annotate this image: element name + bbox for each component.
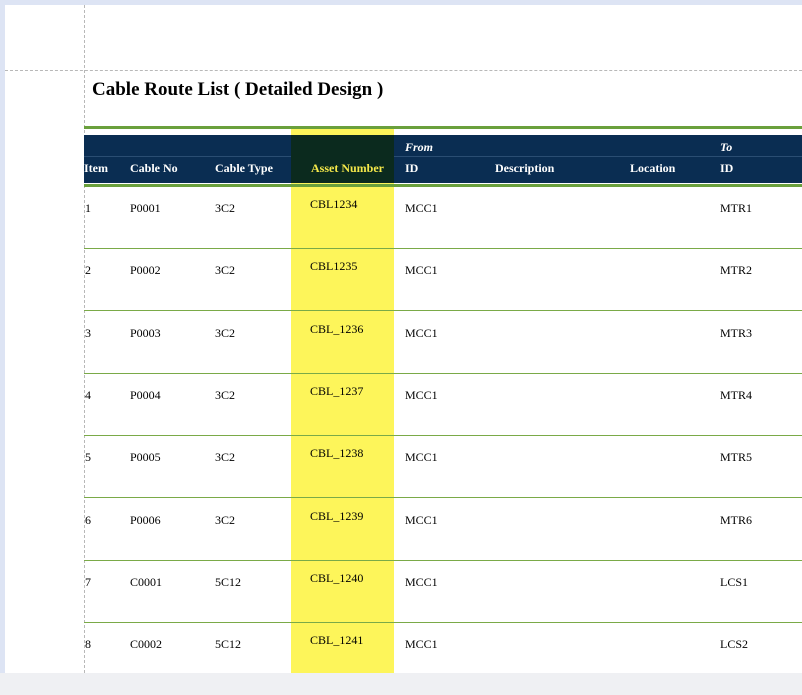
table-row[interactable]: 4 P0004 3C2 CBL_1237 MCC1 MTR4	[84, 373, 802, 436]
item-cell: 8	[85, 637, 91, 652]
asset-number-cell: CBL_1240	[310, 570, 364, 585]
table-header: From To Item Cable No Cable Type ID Desc…	[84, 135, 802, 183]
asset-number-cell: CBL_1241	[310, 633, 364, 648]
header-divider	[84, 156, 802, 157]
cable-no-cell: P0003	[130, 325, 161, 340]
group-to-label: To	[720, 140, 733, 154]
asset-number-column-highlight	[291, 128, 394, 673]
from-id-cell: MCC1	[405, 263, 438, 278]
from-id-cell: MCC1	[405, 574, 438, 589]
report-title: Cable Route List ( Detailed Design )	[92, 79, 384, 100]
cable-no-cell: C0001	[130, 574, 163, 589]
column-header-item[interactable]: Item	[84, 161, 108, 175]
from-id-cell: MCC1	[405, 450, 438, 465]
column-header-location[interactable]: Location	[630, 161, 676, 175]
to-id-cell: MTR1	[720, 201, 753, 215]
asset-number-cell: CBL_1236	[310, 321, 364, 336]
to-id-cell: LCS1	[720, 574, 749, 589]
item-cell: 2	[85, 263, 91, 278]
table-row[interactable]: 2 P0002 3C2 CBL1235 MCC1 MTR2	[84, 248, 802, 312]
viewer-background-strip	[0, 673, 802, 695]
to-id-cell: MTR4	[720, 387, 753, 402]
column-header-description[interactable]: Description	[495, 161, 555, 175]
cable-type-cell: 3C2	[215, 387, 236, 402]
cable-type-cell: 5C12	[215, 637, 242, 652]
asset-number-cell: CBL1234	[310, 197, 358, 211]
cable-type-cell: 3C2	[215, 325, 236, 340]
table-row[interactable]: 1 P0001 3C2 CBL1234 MCC1 MTR1	[84, 186, 802, 249]
cable-no-cell: P0006	[130, 512, 161, 527]
to-id-cell: MTR6	[720, 512, 753, 527]
column-header-to-id[interactable]: ID	[720, 161, 734, 175]
header-top-rule	[84, 126, 802, 129]
cable-no-cell: P0005	[130, 450, 161, 465]
cable-no-cell: P0001	[130, 201, 161, 215]
item-cell: 4	[85, 387, 91, 402]
column-header-cable-type[interactable]: Cable Type	[215, 161, 273, 175]
item-cell: 7	[85, 574, 91, 589]
column-header-from-id[interactable]: ID	[405, 161, 419, 175]
asset-number-header-cell: Asset Number	[291, 135, 394, 183]
to-id-cell: MTR2	[720, 263, 753, 278]
to-id-cell: MTR5	[720, 450, 753, 465]
group-from-label: From	[405, 140, 434, 154]
asset-number-cell: CBL_1237	[310, 383, 364, 398]
from-id-cell: MCC1	[405, 512, 438, 527]
table-row[interactable]: 5 P0005 3C2 CBL_1238 MCC1 MTR5	[84, 435, 802, 499]
to-id-cell: LCS2	[720, 637, 749, 652]
asset-number-cell: CBL1235	[310, 259, 358, 274]
cable-type-cell: 3C2	[215, 201, 236, 215]
table-row[interactable]: 3 P0003 3C2 CBL_1236 MCC1 MTR3	[84, 311, 802, 374]
asset-number-cell: CBL_1238	[310, 446, 364, 461]
item-cell: 3	[85, 325, 91, 340]
cable-no-cell: P0004	[130, 387, 161, 402]
from-id-cell: MCC1	[405, 325, 438, 340]
from-id-cell: MCC1	[405, 637, 438, 652]
cable-type-cell: 3C2	[215, 512, 236, 527]
cable-no-cell: C0002	[130, 637, 163, 652]
cable-type-cell: 3C2	[215, 263, 236, 278]
table-row[interactable]: 8 C0002 5C12 CBL_1241 MCC1 LCS2	[84, 622, 802, 673]
item-cell: 5	[85, 450, 91, 465]
column-header-cable-no[interactable]: Cable No	[130, 161, 178, 175]
item-cell: 1	[85, 201, 91, 215]
item-cell: 6	[85, 512, 91, 527]
margin-guide-horizontal	[5, 70, 802, 71]
column-header-asset-number[interactable]: Asset Number	[311, 161, 384, 175]
table-row[interactable]: 7 C0001 5C12 CBL_1240 MCC1 LCS1	[84, 560, 802, 623]
to-id-cell: MTR3	[720, 325, 753, 340]
cable-no-cell: P0002	[130, 263, 161, 278]
asset-number-cell: CBL_1239	[310, 508, 364, 523]
table-row[interactable]: 6 P0006 3C2 CBL_1239 MCC1 MTR6	[84, 498, 802, 561]
cable-type-cell: 5C12	[215, 574, 242, 589]
margin-guide-vertical	[84, 5, 85, 673]
report-page: Cable Route List ( Detailed Design ) Fro…	[5, 5, 802, 673]
header-bottom-rule	[84, 184, 802, 187]
from-id-cell: MCC1	[405, 201, 438, 215]
cable-type-cell: 3C2	[215, 450, 236, 465]
from-id-cell: MCC1	[405, 387, 438, 402]
